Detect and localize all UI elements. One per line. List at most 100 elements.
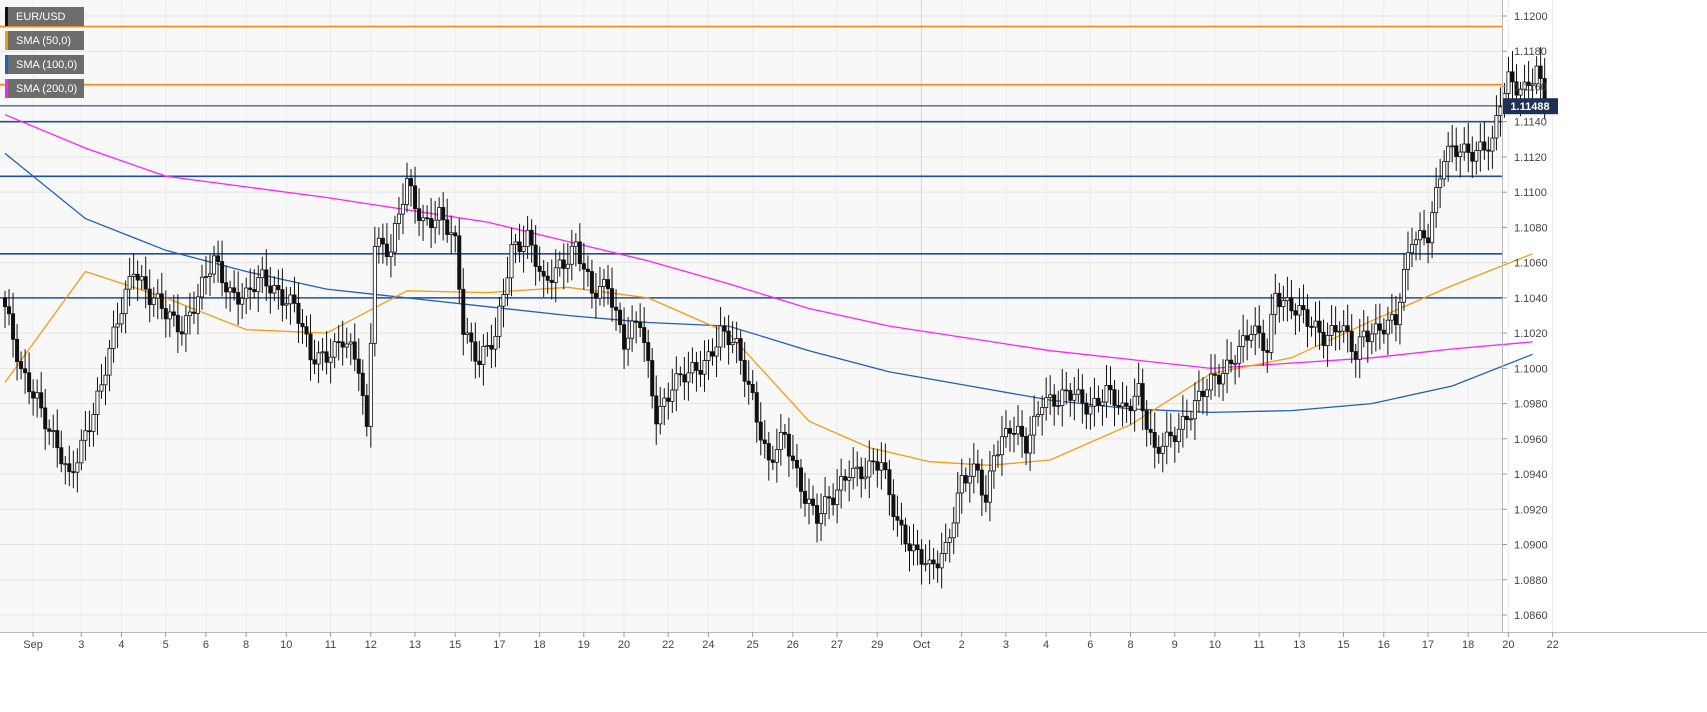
- candle-body-up: [481, 345, 486, 365]
- candle-body-down: [907, 543, 912, 552]
- candle-body-up: [1369, 333, 1374, 343]
- candle-body-up: [1204, 389, 1209, 397]
- y-tick-label: 1.0900: [1514, 540, 1548, 552]
- candle-body-up: [348, 341, 353, 345]
- candle-body-down: [614, 306, 619, 311]
- candle-body-up: [115, 323, 120, 328]
- candle: [1003, 410, 1008, 448]
- last-price-label: 1.11488: [1503, 98, 1558, 115]
- candle: [734, 321, 739, 364]
- candle-body-down: [1152, 432, 1157, 448]
- candle: [1337, 321, 1342, 350]
- candle: [1397, 293, 1402, 345]
- candle-body-up: [1060, 389, 1065, 407]
- candle-body-down: [758, 421, 763, 441]
- legend-item-sma50[interactable]: SMA (50,0): [5, 31, 85, 50]
- candle: [167, 304, 172, 338]
- candle-body-up: [525, 229, 530, 247]
- candle-body-up: [212, 255, 217, 275]
- candle: [1140, 368, 1145, 431]
- candle: [1040, 395, 1045, 436]
- candle: [895, 495, 900, 537]
- candle-body-down: [445, 219, 450, 235]
- candle: [1132, 378, 1137, 432]
- candle: [662, 388, 667, 426]
- legend-item-sma100[interactable]: SMA (100,0): [5, 55, 85, 74]
- candle: [127, 257, 132, 307]
- candle: [610, 267, 615, 322]
- candle: [232, 270, 237, 301]
- candle: [1225, 339, 1230, 394]
- candle-body-up: [1518, 88, 1523, 96]
- candle: [1401, 253, 1406, 311]
- candle-body-down: [1305, 309, 1310, 327]
- candle-body-up: [332, 341, 337, 358]
- candle: [388, 234, 393, 278]
- candle-body-down: [31, 391, 36, 399]
- candle-body-down: [1068, 390, 1073, 401]
- candle: [469, 322, 474, 362]
- candle-body-up: [284, 303, 289, 306]
- candle: [638, 303, 643, 338]
- candle-body-up: [1329, 325, 1334, 336]
- candle: [284, 286, 289, 320]
- candle: [702, 340, 707, 392]
- candle-body-down: [1349, 330, 1354, 352]
- candle: [461, 268, 466, 356]
- candle-body-down: [1365, 330, 1370, 343]
- candle: [718, 307, 723, 361]
- candle: [1229, 341, 1234, 373]
- candle-body-down: [1124, 402, 1129, 407]
- candle-body-up: [1297, 305, 1302, 316]
- candle-body-up: [947, 537, 952, 543]
- candle-body-down: [252, 289, 257, 293]
- candle-body-up: [485, 345, 490, 347]
- candle-body-up: [959, 475, 964, 494]
- candle-body-down: [883, 462, 888, 471]
- legend-item-eurusd[interactable]: EUR/USD: [5, 7, 85, 26]
- candle: [694, 352, 699, 392]
- candle: [1405, 231, 1410, 291]
- candle: [517, 223, 522, 263]
- candle-body-down: [1084, 402, 1089, 415]
- candle-body-down: [827, 496, 832, 499]
- legend-item-sma200[interactable]: SMA (200,0): [5, 79, 85, 98]
- candle: [513, 233, 518, 264]
- candle: [384, 223, 389, 266]
- candle-body-up: [1530, 83, 1535, 86]
- x-tick-label: 12: [365, 639, 377, 651]
- candle-body-down: [1172, 435, 1177, 443]
- candle: [1434, 167, 1439, 228]
- candle: [855, 451, 860, 487]
- candle: [280, 268, 285, 322]
- candle-body-up: [167, 311, 172, 320]
- candle-body-down: [364, 395, 369, 427]
- candle-body-down: [87, 430, 92, 433]
- candle: [1309, 316, 1314, 337]
- candle: [710, 338, 715, 366]
- candle: [380, 223, 385, 264]
- candle-body-down: [248, 287, 253, 290]
- candle-body-down: [979, 469, 984, 496]
- candle-body-down: [1200, 390, 1205, 397]
- candle: [758, 402, 763, 456]
- candle: [1056, 390, 1061, 416]
- candle-body-down: [1353, 351, 1358, 360]
- candle-body-up: [1498, 106, 1503, 116]
- candle-body-down: [336, 341, 341, 344]
- candle-body-down: [1393, 314, 1398, 326]
- candle: [698, 350, 703, 387]
- candle-body-down: [1148, 428, 1153, 433]
- candle-body-down: [638, 321, 643, 328]
- candle: [1241, 314, 1246, 363]
- x-tick-label: 3: [78, 639, 84, 651]
- candle: [509, 227, 514, 297]
- candle-body-up: [1269, 313, 1274, 353]
- candle-body-down: [1470, 152, 1475, 162]
- candle: [413, 166, 418, 224]
- candle-body-down: [786, 433, 791, 457]
- candle-body-down: [296, 302, 301, 324]
- candle-body-down: [698, 370, 703, 375]
- legend-swatch-sma50: [5, 31, 8, 50]
- candle-body-down: [413, 185, 418, 210]
